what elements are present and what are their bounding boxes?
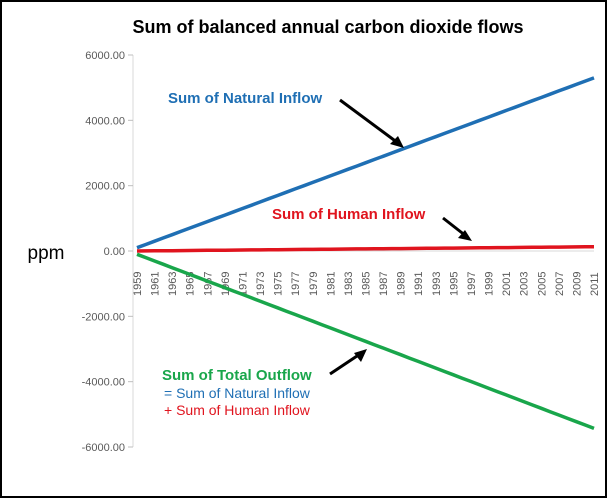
- x-tick-label: 1981: [325, 272, 337, 296]
- annotation-outflow-line3: + Sum of Human Inflow: [164, 402, 311, 418]
- arrow-outflow-head: [354, 349, 367, 362]
- chart-title: Sum of balanced annual carbon dioxide fl…: [132, 17, 523, 37]
- x-tick-label: 1973: [255, 272, 267, 296]
- arrow-outflow: [329, 352, 361, 376]
- x-tick-label: 1967: [202, 272, 214, 296]
- y-tick-label: 0.00: [104, 246, 125, 258]
- arrow-natural-head: [390, 136, 404, 148]
- y-tick-label: -4000.00: [82, 377, 125, 389]
- y-tick-label: 4000.00: [85, 115, 125, 127]
- x-tick-label: 1963: [167, 272, 179, 296]
- x-tick-label: 2001: [501, 272, 513, 296]
- arrow-human-head: [458, 230, 472, 241]
- x-tick-label: 1995: [448, 272, 460, 296]
- x-tick-label: 1991: [413, 272, 425, 296]
- x-tick-label: 2005: [536, 272, 548, 296]
- x-tick-label: 1975: [273, 272, 285, 296]
- x-tick-label: 1999: [484, 272, 496, 296]
- x-tick-label: 1987: [378, 272, 390, 296]
- series-line-sum-of-human-inflow: [136, 245, 594, 253]
- x-tick-label: 2009: [571, 272, 583, 296]
- annotation-outflow: Sum of Total Outflow: [162, 367, 312, 384]
- x-tick-label: 1985: [361, 272, 373, 296]
- annotation-human: Sum of Human Inflow: [272, 206, 426, 223]
- annotation-natural: Sum of Natural Inflow: [168, 90, 323, 107]
- x-tick-label: 1969: [220, 272, 232, 296]
- arrow-natural: [339, 98, 399, 145]
- series-line-sum-of-total-outflow: [136, 252, 595, 431]
- x-tick-label: 2007: [554, 272, 566, 296]
- x-tick-label: 1977: [290, 272, 302, 296]
- y-tick-label: -2000.00: [82, 311, 125, 323]
- y-tick-label: 2000.00: [85, 181, 125, 193]
- x-tick-label: 2003: [519, 272, 531, 296]
- y-axis-label: ppm: [28, 243, 65, 264]
- x-tick-label: 1993: [431, 272, 443, 296]
- y-tick-label: 6000.00: [85, 50, 125, 62]
- series-line-sum-of-natural-inflow: [136, 76, 595, 250]
- arrow-human: [442, 216, 467, 238]
- x-tick-label: 1961: [150, 272, 162, 296]
- x-tick-label: 1997: [466, 272, 478, 296]
- x-tick-label: 1959: [132, 272, 144, 296]
- x-tick-label: 1971: [237, 272, 249, 296]
- x-tick-label: 1989: [396, 272, 408, 296]
- x-tick-label: 1979: [308, 272, 320, 296]
- annotation-outflow-line2: = Sum of Natural Inflow: [164, 385, 311, 401]
- x-tick-label: 2011: [589, 272, 601, 296]
- y-tick-label: -6000.00: [82, 442, 125, 454]
- x-tick-label: 1983: [343, 272, 355, 296]
